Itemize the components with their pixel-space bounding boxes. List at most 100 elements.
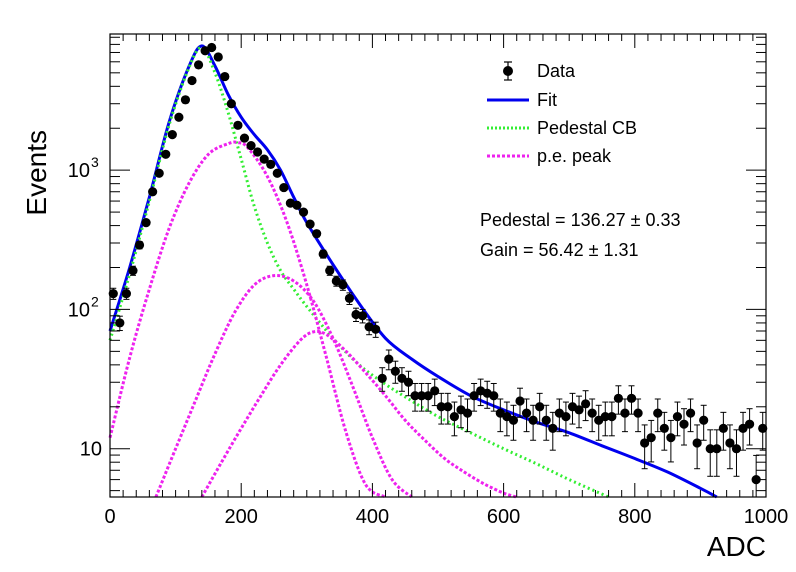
data-point	[377, 367, 387, 392]
data-point-marker	[174, 112, 184, 122]
data-point	[128, 265, 138, 276]
data-point-marker	[515, 396, 525, 406]
data-point-marker	[371, 324, 381, 334]
data-point	[390, 360, 400, 384]
data-point-marker	[535, 402, 545, 412]
data-point-marker	[462, 408, 473, 418]
data-point-marker	[207, 42, 217, 53]
data-point	[725, 424, 735, 470]
data-point	[672, 401, 683, 437]
data-point-marker	[148, 187, 158, 197]
data-point-marker	[581, 399, 591, 409]
data-point	[292, 200, 302, 210]
data-point	[272, 168, 282, 178]
legend-label-pedestal: Pedestal CB	[537, 118, 637, 138]
data-point-marker	[712, 444, 722, 454]
data-point	[357, 308, 368, 324]
data-point-marker	[266, 159, 276, 170]
pe-peak-curve-3	[200, 329, 518, 499]
data-point-marker	[548, 423, 558, 433]
data-point	[666, 419, 676, 463]
data-point-marker	[738, 423, 748, 433]
data-point-marker	[469, 391, 479, 401]
data-point-marker	[699, 415, 709, 425]
x-tick-label: 800	[618, 506, 651, 528]
data-point-marker	[574, 405, 584, 415]
data-point	[541, 404, 551, 441]
data-point-marker	[633, 408, 643, 418]
data-point	[587, 398, 597, 433]
data-point-marker	[561, 412, 571, 422]
x-tick-labels: 0 200 400 600 800 1000	[104, 506, 788, 528]
data-point	[180, 95, 191, 105]
data-point-marker	[161, 149, 171, 159]
data-point-marker	[653, 408, 663, 418]
data-point	[613, 385, 624, 415]
pedestal-cb-curve	[108, 46, 610, 499]
data-point	[758, 411, 768, 451]
data-point	[456, 395, 466, 429]
data-point	[259, 154, 269, 164]
data-point-marker	[154, 168, 164, 178]
data-point-marker	[449, 412, 459, 422]
data-point-marker	[108, 288, 118, 299]
data-point	[508, 404, 519, 441]
data-point-marker	[298, 207, 309, 217]
data-point-marker	[338, 280, 348, 290]
data-point-marker	[745, 419, 755, 429]
data-point-marker	[377, 373, 387, 383]
data-point	[207, 42, 217, 53]
x-tick-label: 600	[487, 506, 520, 528]
data-point-marker	[390, 366, 400, 376]
y-tick-label-exponent: 3	[91, 154, 99, 170]
legend-label-pe: p.e. peak	[537, 146, 612, 166]
data-point	[148, 187, 158, 197]
data-point-marker	[167, 130, 177, 140]
data-point-marker	[600, 412, 610, 422]
data-point	[233, 120, 243, 130]
data-point-marker	[253, 147, 263, 157]
data-point-marker	[128, 266, 138, 276]
data-point-marker	[272, 168, 282, 178]
x-tick-label: 200	[225, 506, 258, 528]
data-point	[607, 401, 617, 437]
data-point-marker	[423, 391, 433, 401]
data-point	[371, 321, 381, 338]
data-point-marker	[436, 402, 446, 412]
data-point	[581, 390, 591, 422]
data-point-marker	[758, 423, 768, 433]
data-point-marker	[521, 408, 532, 418]
data-point	[220, 71, 230, 82]
data-point	[253, 147, 263, 157]
data-point	[718, 411, 728, 451]
pedestal-annotation: Pedestal = 136.27 ± 0.33	[480, 210, 681, 230]
data-point	[745, 408, 755, 446]
data-point-marker	[731, 444, 742, 454]
data-point	[167, 130, 177, 140]
data-point	[600, 401, 610, 437]
data-point-marker	[246, 141, 256, 151]
data-point	[692, 424, 702, 470]
data-point-marker	[325, 266, 335, 276]
data-point-marker	[233, 120, 243, 130]
data-point	[712, 429, 722, 477]
data-point-marker	[220, 71, 230, 82]
data-point	[318, 249, 328, 259]
data-point-marker	[725, 438, 735, 448]
data-point	[640, 424, 650, 470]
data-point	[705, 429, 715, 477]
data-point-marker	[121, 288, 131, 299]
data-point	[384, 349, 394, 371]
data-point	[266, 159, 276, 170]
data-point	[403, 370, 414, 397]
data-point-marker	[607, 412, 617, 422]
data-point	[646, 419, 656, 463]
data-point	[626, 385, 637, 415]
data-point	[417, 382, 427, 412]
data-point-marker	[692, 438, 702, 448]
pe-peak-curve-2	[154, 273, 413, 499]
data-point	[174, 112, 184, 122]
